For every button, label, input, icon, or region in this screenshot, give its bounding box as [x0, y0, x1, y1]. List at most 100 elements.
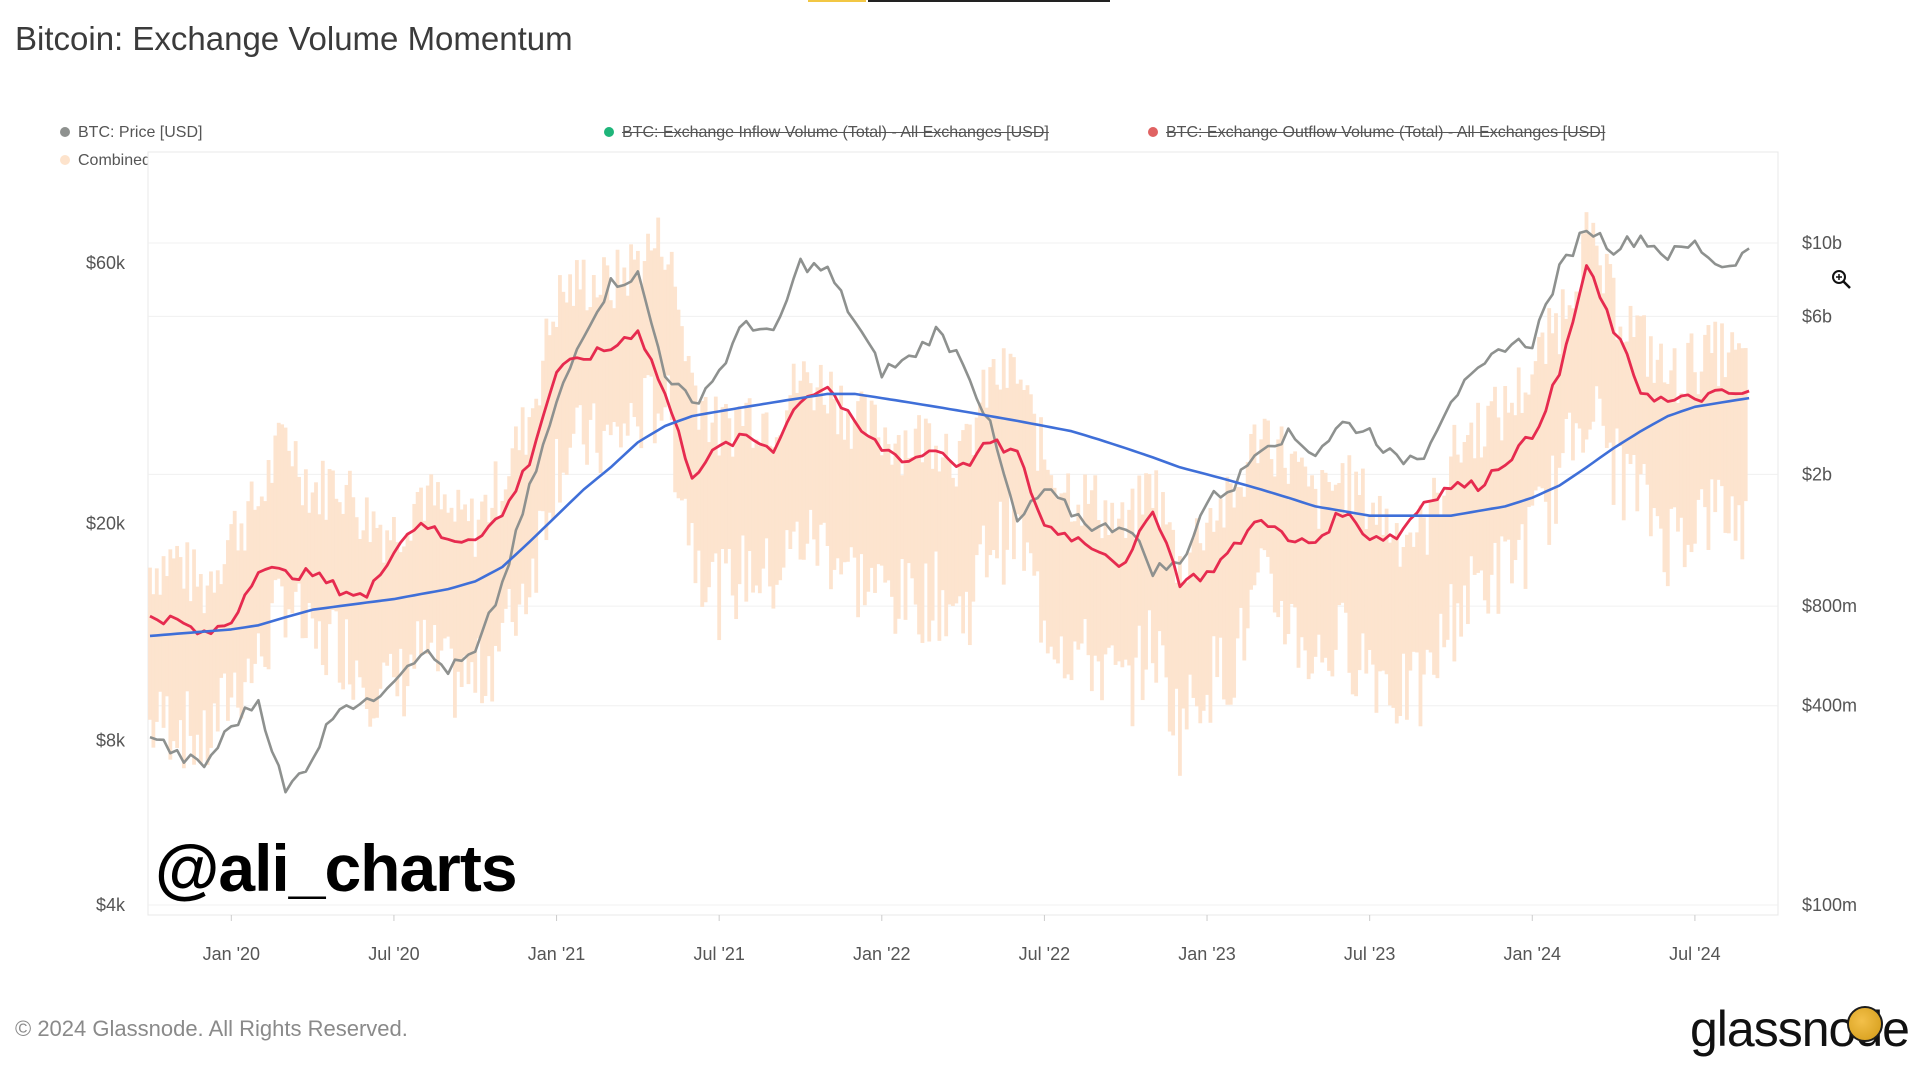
left-axis-tick-label: $4k [96, 895, 126, 915]
left-axis-tick-label: $8k [96, 731, 126, 751]
volume-spike [1730, 332, 1735, 497]
volume-spike [178, 557, 183, 721]
volume-spike [1198, 543, 1203, 724]
volume-spike [1686, 342, 1691, 545]
volume-spike [954, 486, 959, 604]
volume-spike [158, 594, 163, 692]
volume-spike [1144, 473, 1148, 670]
volume-spike [1459, 462, 1464, 637]
volume-spike [1713, 321, 1718, 513]
volume-spike [774, 437, 779, 585]
volume-spike [1147, 474, 1152, 611]
legend-item[interactable]: BTC: Exchange Outflow Volume (Total) - A… [1148, 124, 1605, 142]
volume-spike [327, 469, 332, 625]
volume-spike [1581, 233, 1585, 453]
volume-spike [680, 326, 684, 501]
volume-spike [629, 244, 633, 404]
volume-spike [1045, 469, 1050, 654]
volume-spike [436, 482, 440, 672]
x-axis-tick-label: Jan '20 [203, 944, 260, 964]
volume-spike [1689, 333, 1694, 553]
legend-item[interactable]: BTC: Price [USD] [60, 124, 202, 142]
volume-spike [791, 363, 796, 532]
volume-spike [1360, 468, 1365, 634]
volume-spike [1042, 459, 1047, 621]
volume-spike [1052, 487, 1057, 660]
volume-spike [541, 360, 545, 512]
volume-spike [859, 391, 864, 555]
volume-spike [388, 540, 393, 654]
volume-spike [1720, 323, 1724, 487]
volume-spike [1493, 386, 1497, 543]
volume-spike [1676, 402, 1680, 532]
zoom-in-icon[interactable] [1830, 268, 1852, 290]
volume-spike [747, 398, 752, 552]
volume-spike [1340, 463, 1345, 603]
volume-spike [280, 424, 285, 587]
volume-spike [639, 286, 644, 449]
volume-spike [1564, 318, 1569, 419]
volume-spike [568, 274, 573, 448]
volume-spike [795, 392, 799, 522]
volume-spike [1025, 385, 1030, 543]
volume-spike [835, 434, 840, 559]
volume-spike [551, 321, 556, 520]
volume-spike [646, 233, 650, 376]
volume-spike [209, 571, 213, 748]
volume-spike [1526, 394, 1531, 507]
volume-spike [700, 400, 705, 607]
volume-spike [1299, 457, 1304, 638]
volume-spike [1618, 326, 1623, 447]
series-line [149, 392, 1750, 638]
volume-spike [1113, 530, 1118, 665]
volume-spike [693, 385, 698, 584]
volume-spike [165, 576, 169, 697]
volume-area-layer [148, 212, 1748, 776]
volume-spike [1150, 507, 1155, 664]
volume-spike [385, 530, 390, 666]
volume-spike [1425, 554, 1430, 650]
volume-spike [625, 295, 630, 436]
volume-spike [1743, 348, 1748, 502]
volume-spike [232, 510, 237, 673]
volume-spike [602, 257, 606, 431]
volume-spike [412, 503, 417, 669]
volume-spike [510, 448, 515, 623]
volume-spike [686, 355, 691, 546]
volume-spike [276, 422, 281, 579]
volume-spike [1537, 337, 1541, 487]
volume-spike [920, 462, 925, 643]
volume-spike [839, 385, 844, 575]
volume-spike [1069, 521, 1074, 681]
volume-spike [1699, 371, 1704, 490]
volume-spike [480, 501, 484, 704]
volume-spike [1154, 470, 1159, 683]
volume-spike [419, 487, 423, 655]
volume-spike [392, 516, 396, 678]
volume-spike [1062, 492, 1067, 679]
volume-spike [1039, 417, 1043, 643]
volume-spike [1296, 461, 1301, 668]
legend-item[interactable]: BTC: Exchange Inflow Volume (Total) - Al… [604, 124, 1049, 142]
x-axis-tick-label: Jul '20 [368, 944, 419, 964]
volume-spike [1161, 492, 1165, 646]
volume-spike [524, 454, 528, 615]
volume-spike [1398, 566, 1403, 716]
volume-spike [358, 538, 362, 678]
volume-spike [937, 471, 942, 641]
volume-spike [771, 447, 776, 609]
volume-spike [788, 395, 793, 550]
volume-spike [649, 250, 654, 377]
volume-spike [1682, 394, 1687, 568]
volume-spike [923, 418, 928, 564]
volume-spike [1215, 520, 1220, 678]
volume-spike [801, 361, 806, 560]
volume-spike [192, 549, 196, 765]
volume-spike [459, 509, 464, 688]
volume-spike [405, 532, 410, 687]
legend-label: BTC: Exchange Inflow Volume (Total) - Al… [622, 124, 1049, 141]
volume-spike [1726, 352, 1731, 534]
volume-spike [934, 445, 938, 552]
right-axis-tick-label: $2b [1802, 464, 1832, 484]
